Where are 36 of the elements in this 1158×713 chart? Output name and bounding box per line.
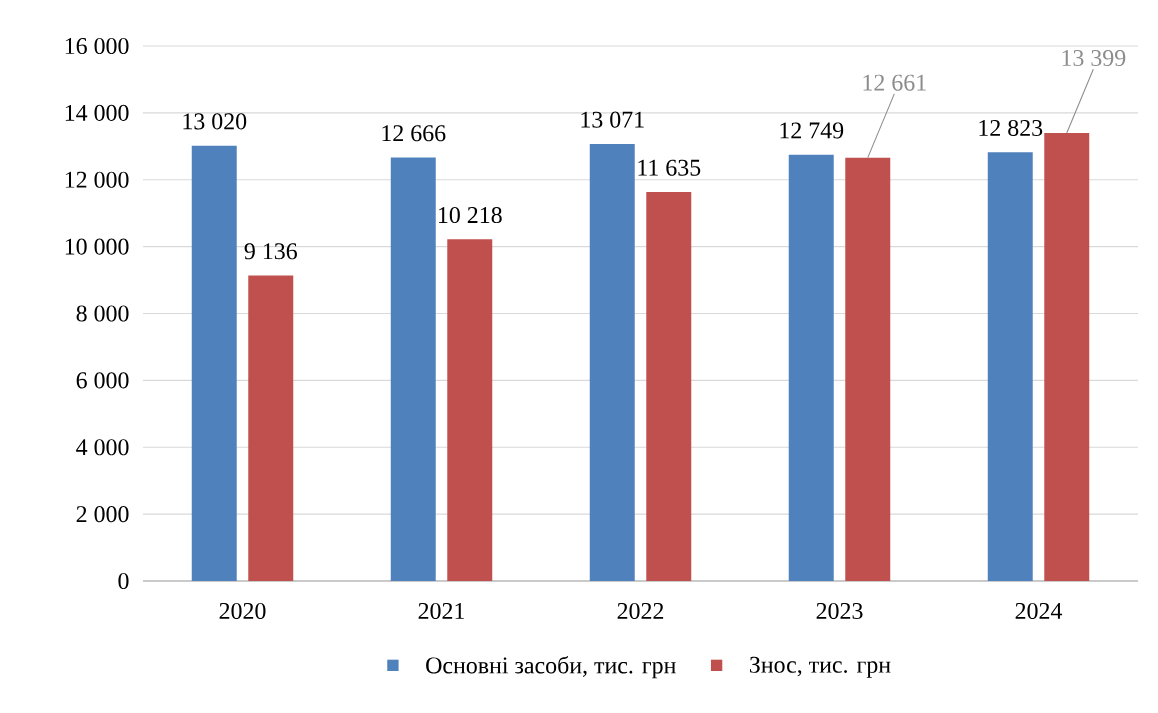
y-tick-label: 4 000 [76,439,129,456]
bar [845,157,891,581]
x-tick-label: 2021 [418,602,464,620]
data-label: 12 823 [979,119,1043,137]
data-label: 12 661 [863,74,926,91]
bar [646,191,692,581]
y-tick-label: 8 000 [76,305,129,322]
data-label: 13 071 [581,111,644,128]
legend-label: Знос, тис. грн [749,656,891,678]
bar [191,145,237,581]
bar [1044,132,1090,581]
bar [987,152,1033,581]
bar [589,143,635,581]
y-tick-label: 6 000 [76,372,129,389]
y-tick-label: 0 [118,572,129,590]
x-tick-label: 2023 [816,602,863,620]
bar [390,157,436,581]
bar [447,239,493,581]
x-tick-label: 2022 [617,602,664,620]
y-tick-label: 2 000 [76,506,129,523]
data-label: 9 136 [244,243,297,260]
data-label: 11 635 [638,159,701,176]
y-tick-label: 10 000 [65,238,129,255]
data-label: 10 218 [438,207,502,224]
x-tick-label: 2024 [1015,602,1063,620]
data-label: 13 020 [183,113,247,130]
legend-label: Основні засоби, тис. грн [426,656,676,679]
x-tick-label: 2020 [219,602,266,620]
data-label: 12 749 [780,122,844,139]
data-label: 12 666 [382,125,446,142]
bar [248,275,294,581]
bar [788,154,834,581]
data-label: 13 399 [1062,49,1126,67]
y-tick-label: 14 000 [65,104,129,121]
y-tick-label: 12 000 [65,171,129,188]
y-tick-label: 16 000 [65,37,129,55]
